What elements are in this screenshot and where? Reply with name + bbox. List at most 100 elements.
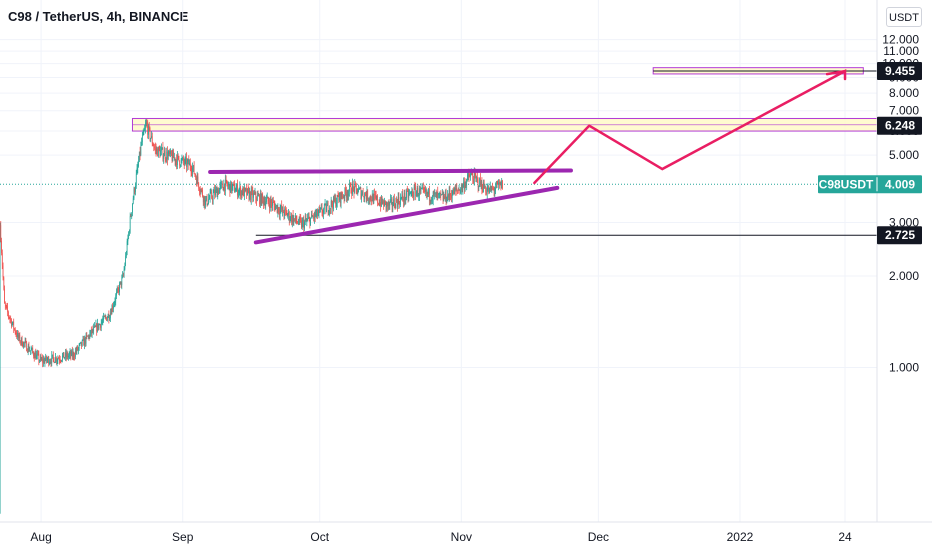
candle-body xyxy=(499,182,500,185)
candle-body xyxy=(204,196,206,206)
candle-body xyxy=(52,354,53,356)
candle-body xyxy=(52,354,54,358)
candle-body xyxy=(466,180,468,186)
candle-body xyxy=(95,324,97,327)
candle-body xyxy=(390,198,392,200)
candle-body xyxy=(167,151,168,160)
candle-body xyxy=(102,320,104,322)
candle-body xyxy=(426,192,428,194)
time-axis[interactable]: Aug Sep Oct Nov Dec 2022 24 xyxy=(30,530,852,544)
candle-body xyxy=(372,194,374,204)
candle-body xyxy=(201,189,203,191)
candle-body xyxy=(317,209,318,216)
candle-body xyxy=(151,136,152,139)
candle-body xyxy=(161,147,163,149)
candle-body xyxy=(419,188,420,196)
candle-body xyxy=(446,200,448,202)
candle-body xyxy=(110,312,111,319)
candle-body xyxy=(96,324,98,332)
candle-body xyxy=(221,182,222,184)
candle-body xyxy=(419,188,421,191)
candle-body xyxy=(331,200,333,206)
candle-body xyxy=(495,187,496,190)
candle-body xyxy=(342,196,344,198)
candle-body xyxy=(441,194,443,196)
candle-body xyxy=(71,350,72,356)
candle-body xyxy=(295,215,296,220)
candle-body xyxy=(294,218,295,220)
candle-body xyxy=(189,162,191,168)
candle-body xyxy=(396,199,397,202)
candle-body xyxy=(169,151,171,154)
candle-body xyxy=(199,191,201,193)
candle-body xyxy=(213,189,215,194)
candle-body xyxy=(94,325,96,327)
candle-body xyxy=(177,154,179,156)
candle-body xyxy=(108,314,110,320)
candle-body xyxy=(365,195,367,200)
candle-body xyxy=(42,358,43,363)
candle-body xyxy=(394,206,396,209)
candle-body xyxy=(138,161,139,166)
candle-body xyxy=(255,192,257,199)
candle-body xyxy=(126,241,128,254)
candle-body xyxy=(324,204,326,205)
candle-body xyxy=(330,208,331,209)
candle-body xyxy=(287,215,289,217)
candle-body xyxy=(91,330,92,334)
candle-body xyxy=(408,193,410,198)
candle-body xyxy=(5,305,7,307)
candle-body xyxy=(14,328,16,333)
candle-body xyxy=(470,173,472,174)
candle-body xyxy=(246,188,248,196)
candle-body xyxy=(57,358,59,361)
candle-body xyxy=(362,191,364,197)
price-tags: 9.455 2.725 6.248 C98USDT 4.009 xyxy=(818,62,922,245)
candle-body xyxy=(20,341,21,343)
currency-unit-button[interactable]: USDT xyxy=(886,7,922,27)
candle-body xyxy=(11,319,12,326)
candle-body xyxy=(314,212,316,217)
candle-body xyxy=(194,173,196,176)
candle-body xyxy=(212,193,214,200)
candle-body xyxy=(208,199,209,204)
candle-body xyxy=(358,188,360,190)
candle-body xyxy=(218,190,219,194)
candle-body xyxy=(312,216,314,218)
candle-body xyxy=(241,190,243,195)
candle-body xyxy=(339,192,340,201)
candle-body xyxy=(303,220,305,229)
candle-body xyxy=(486,192,487,194)
candle-body xyxy=(44,360,46,364)
candle-body xyxy=(160,150,161,157)
candle-body xyxy=(127,237,129,242)
candle-body xyxy=(326,205,327,213)
candle-body xyxy=(428,189,429,195)
candle-body xyxy=(182,157,184,160)
candle-body xyxy=(103,316,104,321)
candle-body xyxy=(354,183,356,193)
candle-body xyxy=(389,201,391,206)
candle-body xyxy=(445,191,447,202)
candle-body xyxy=(91,329,93,334)
candle-body xyxy=(456,188,458,190)
candle-body xyxy=(384,200,386,202)
candle-body xyxy=(140,144,142,155)
target-price-tag-bg xyxy=(877,62,922,81)
candle-body xyxy=(311,214,313,217)
candle-body xyxy=(320,207,322,209)
candle-body xyxy=(67,353,69,358)
candle-body xyxy=(131,212,133,217)
candle-body xyxy=(183,157,184,162)
candle-body xyxy=(499,182,501,185)
candle-body xyxy=(478,186,480,188)
support-price-tag-label: 2.725 xyxy=(885,228,915,242)
candle-body xyxy=(135,174,137,186)
candle-body xyxy=(36,354,37,360)
price-axis[interactable]: 1.0002.0003.0005.0006.0007.0008.0009.000… xyxy=(882,33,919,375)
candle-body xyxy=(252,190,254,198)
candle-body xyxy=(19,334,21,342)
candle-body xyxy=(164,151,165,157)
candle-body xyxy=(193,165,195,174)
